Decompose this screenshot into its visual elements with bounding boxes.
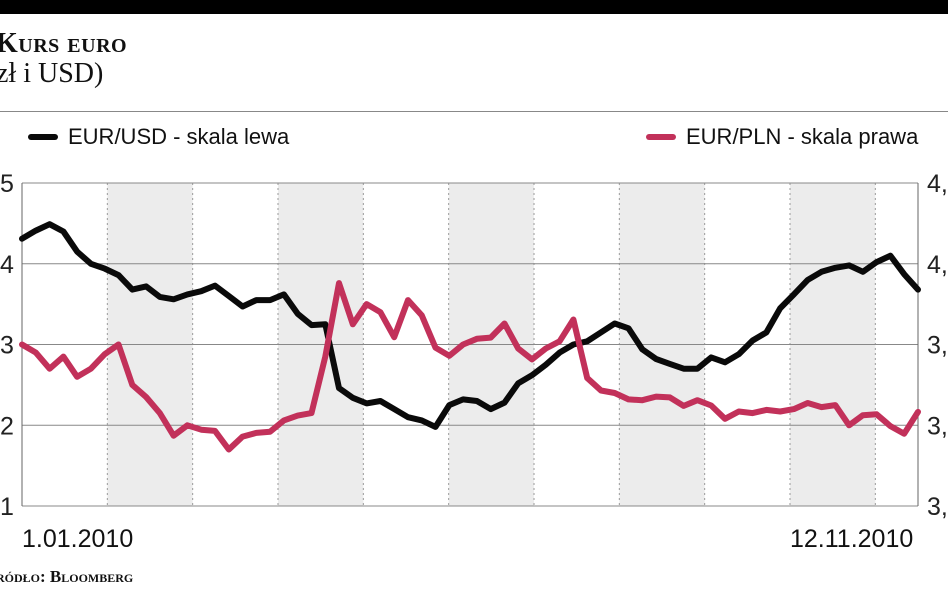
line-chart: 1 3, 2 3, 3 3, 4 4, 5 4, [0,170,948,521]
legend-eurpln: EUR/PLN - skala prawa [646,124,918,150]
y-left-tick-label: 5 [0,170,14,198]
y-left-tick-label: 1 [0,493,14,521]
legend-eurusd: EUR/USD - skala lewa [28,124,289,150]
y-left-tick-label: 4 [0,251,14,279]
y-left-tick-label: 2 [0,412,14,440]
series-line-eurpln [19,280,921,453]
y-right-tick-label: 3, [927,412,948,440]
x-label-start: 1.01.2010 [22,525,134,553]
source-note: ródło: Bloomberg [0,567,134,586]
y-right-tick-label: 4, [927,251,948,279]
header-divider [0,111,948,112]
chart-subtitle: zł i USD) [0,58,104,89]
series-line-eurusd [19,221,921,430]
legend-swatch-eurusd [28,134,58,140]
y-left-tick-label: 3 [0,332,14,360]
legend-label-eurusd: EUR/USD - skala lewa [68,124,290,149]
legend-label-eurpln: EUR/PLN - skala prawa [686,124,919,149]
y-right-tick-label: 3, [927,332,948,360]
y-right-tick-label: 4, [927,170,948,198]
x-label-end: 12.11.2010 [790,525,914,553]
chart-title: Kurs euro [0,28,128,59]
legend-swatch-eurpln [646,134,676,140]
top-rule [0,0,948,14]
y-right-tick-label: 3, [927,493,948,521]
